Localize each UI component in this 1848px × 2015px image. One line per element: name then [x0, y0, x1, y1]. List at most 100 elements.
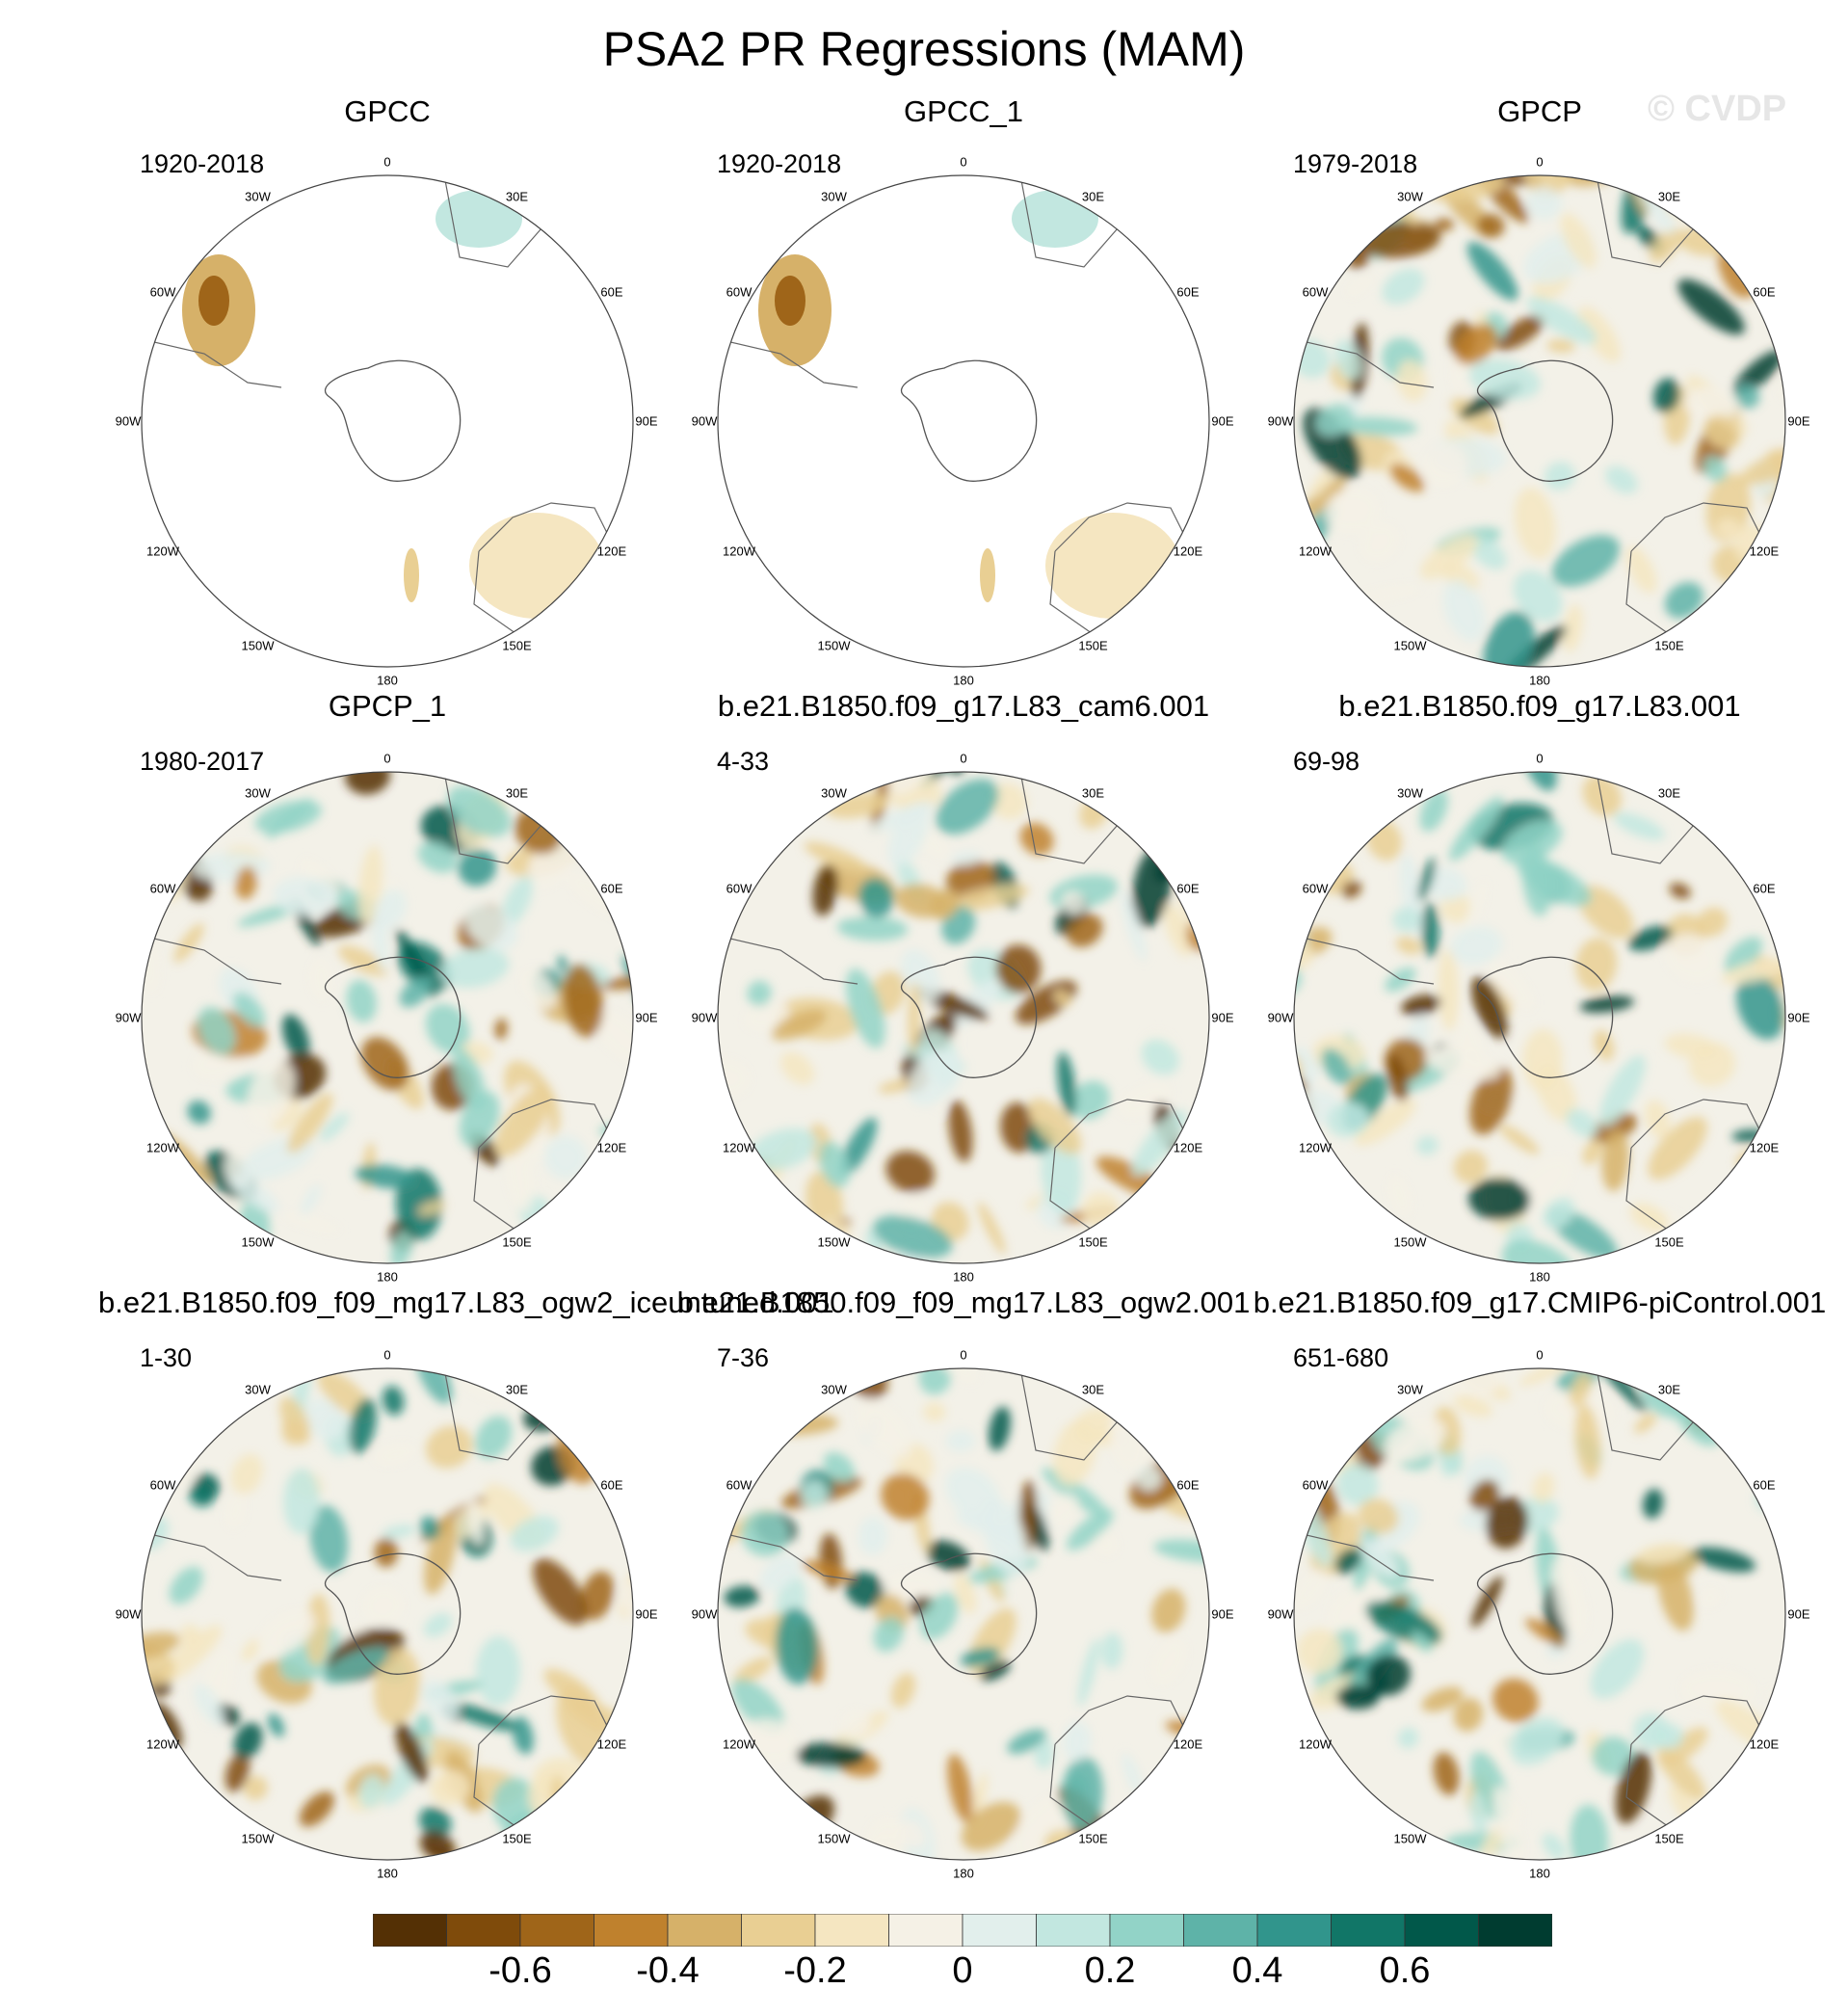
polar-map: [1293, 771, 1786, 1264]
longitude-label: 90W: [115, 1606, 142, 1622]
longitude-label: 180: [1529, 1866, 1550, 1881]
longitude-label: 180: [377, 1866, 398, 1881]
longitude-label: 180: [953, 673, 974, 688]
panel-period: 651-680: [1293, 1343, 1389, 1372]
colorbar-tick-label: -0.4: [636, 1950, 700, 1991]
colorbar-tick-label: 0: [952, 1950, 973, 1991]
longitude-label: 120W: [723, 1737, 756, 1751]
longitude-label: 180: [377, 673, 398, 688]
panel-title: b.e21.B1850.f09_g17.L83.001: [1338, 689, 1741, 723]
colorbar-swatch: [888, 1914, 964, 1947]
longitude-label: 150W: [241, 1831, 275, 1846]
longitude-label: 30W: [821, 189, 847, 204]
longitude-label: 30E: [1081, 785, 1105, 801]
colorbar-swatch: [1404, 1914, 1479, 1947]
longitude-label: 90E: [1211, 1010, 1234, 1025]
longitude-label: 30W: [245, 785, 271, 801]
longitude-label: 150W: [1393, 1831, 1427, 1846]
colorbar-swatch: [519, 1914, 594, 1947]
longitude-label: 120W: [723, 544, 756, 558]
longitude-label: 90W: [1267, 1010, 1294, 1025]
longitude-label: 90W: [1267, 413, 1294, 429]
longitude-label: 0: [960, 154, 967, 170]
longitude-label: 120E: [1749, 1140, 1780, 1154]
longitude-label: 60E: [1176, 284, 1200, 299]
longitude-label: 90W: [115, 413, 142, 429]
longitude-label: 150W: [817, 638, 851, 653]
longitude-label: 150E: [1654, 638, 1684, 653]
longitude-label: 90E: [1787, 1010, 1810, 1025]
longitude-label: 90W: [1267, 1606, 1294, 1622]
longitude-label: 120E: [1173, 544, 1203, 558]
polar-map: [717, 771, 1210, 1264]
longitude-label: 30E: [1081, 189, 1105, 204]
longitude-label: 90W: [115, 1010, 142, 1025]
longitude-label: 120E: [1173, 1140, 1203, 1154]
longitude-label: 150W: [1393, 1234, 1427, 1250]
longitude-label: 120E: [596, 1140, 627, 1154]
longitude-label: 30W: [245, 189, 271, 204]
panel-title: GPCC: [344, 94, 431, 128]
panel-title: b.e21.B1850.f09_g17.CMIP6-piControl.001: [1253, 1286, 1827, 1319]
longitude-label: 60E: [1176, 1477, 1200, 1492]
longitude-label: 150E: [1654, 1831, 1684, 1846]
longitude-label: 120W: [1299, 1140, 1333, 1154]
longitude-label: 30E: [1657, 189, 1681, 204]
longitude-label: 90W: [691, 413, 718, 429]
longitude-label: 150E: [1078, 1831, 1108, 1846]
longitude-label: 60E: [600, 881, 623, 895]
longitude-label: 60E: [600, 1477, 623, 1492]
longitude-label: 150E: [1654, 1234, 1684, 1250]
longitude-label: 120W: [723, 1140, 756, 1154]
longitude-label: 150W: [1393, 638, 1427, 653]
longitude-label: 180: [953, 1866, 974, 1881]
longitude-label: 30W: [245, 1382, 271, 1397]
longitude-label: 90E: [1211, 413, 1234, 429]
longitude-label: 120W: [1299, 1737, 1333, 1751]
panel-period: 7-36: [717, 1343, 770, 1372]
colorbar-swatch: [1036, 1914, 1111, 1947]
antarctica-coastline: [1476, 1552, 1614, 1675]
longitude-label: 60W: [149, 1477, 176, 1492]
colorbar-tick-label: 0.6: [1379, 1950, 1431, 1991]
antarctica-coastline: [1476, 359, 1614, 482]
cvdp-watermark: © CVDP: [1648, 89, 1787, 129]
longitude-label: 120E: [596, 544, 627, 558]
colorbar-tick-label: 0.4: [1231, 1950, 1283, 1991]
longitude-label: 90E: [635, 413, 658, 429]
longitude-label: 150E: [1078, 638, 1108, 653]
longitude-label: 90E: [1211, 1606, 1234, 1622]
longitude-label: 180: [1529, 673, 1550, 688]
colorbar-swatch: [1331, 1914, 1406, 1947]
colorbar-swatch: [1109, 1914, 1184, 1947]
longitude-label: 150W: [817, 1831, 851, 1846]
colorbar-tick-label: -0.6: [488, 1950, 552, 1991]
longitude-label: 0: [960, 1347, 967, 1363]
longitude-label: 0: [383, 751, 391, 766]
longitude-label: 0: [1536, 154, 1544, 170]
longitude-label: 90E: [635, 1606, 658, 1622]
panel-title: GPCP: [1497, 94, 1582, 128]
longitude-label: 150E: [502, 638, 532, 653]
longitude-label: 60W: [149, 284, 176, 299]
longitude-label: 120W: [146, 1737, 180, 1751]
longitude-label: 30E: [1657, 785, 1681, 801]
longitude-label: 150E: [1078, 1234, 1108, 1250]
longitude-label: 150W: [241, 638, 275, 653]
longitude-label: 60W: [726, 881, 752, 895]
colorbar-swatch: [962, 1914, 1037, 1947]
longitude-label: 90E: [1787, 1606, 1810, 1622]
antarctica-coastline: [324, 956, 462, 1078]
panel-period: 1979-2018: [1293, 149, 1418, 178]
colorbar-swatch: [446, 1914, 521, 1947]
longitude-label: 0: [1536, 1347, 1544, 1363]
longitude-label: 0: [383, 1347, 391, 1363]
longitude-label: 120E: [1749, 544, 1780, 558]
longitude-label: 60W: [1302, 881, 1329, 895]
longitude-label: 60E: [1753, 1477, 1776, 1492]
colorbar-swatch: [1256, 1914, 1332, 1947]
panel-period: 1980-2017: [140, 747, 265, 776]
longitude-label: 90E: [1787, 413, 1810, 429]
longitude-label: 60W: [726, 1477, 752, 1492]
colorbar-swatch: [1478, 1914, 1552, 1947]
